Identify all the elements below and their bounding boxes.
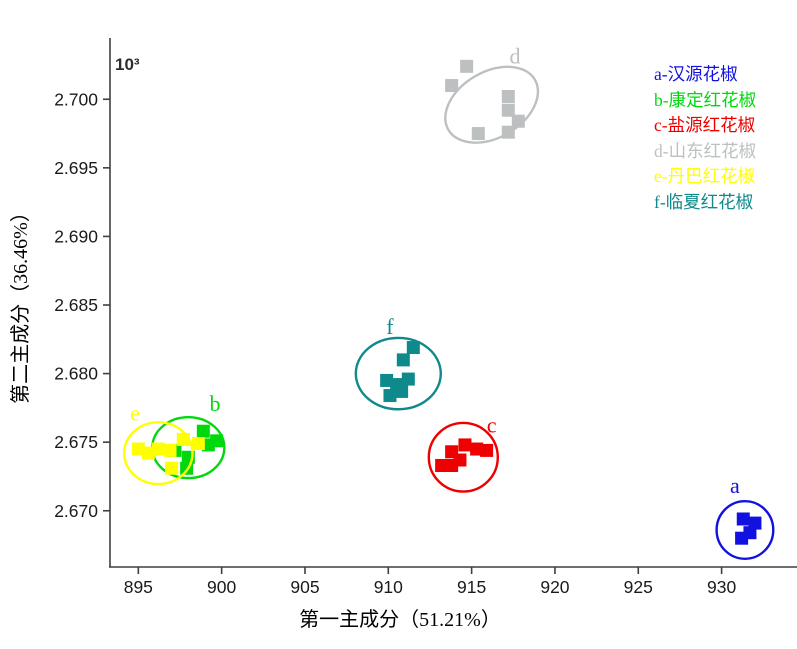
x-tick-label: 900: [207, 577, 236, 597]
cluster-label-e: e: [130, 400, 140, 425]
y-tick-label: 2.685: [54, 295, 98, 315]
cluster-c: c: [427, 413, 499, 493]
data-point-a: [736, 512, 750, 526]
y-tick-label: 2.680: [54, 364, 98, 384]
legend-item-d: d-山东红花椒: [654, 140, 757, 161]
data-point-d: [501, 125, 515, 139]
data-point-e: [165, 461, 179, 475]
data-point-e: [131, 442, 145, 456]
cluster-e: e: [122, 400, 205, 486]
x-tick-label: 925: [624, 577, 653, 597]
data-point-f: [380, 373, 394, 387]
data-point-b: [196, 424, 210, 438]
data-point-c: [458, 438, 472, 452]
legend-item-e: e-丹巴红花椒: [654, 166, 756, 186]
legend-item-a: a-汉源花椒: [654, 64, 738, 84]
cluster-label-b: b: [209, 391, 220, 416]
data-point-d: [471, 127, 485, 141]
y-axis-multiplier: 10³: [115, 55, 140, 74]
data-point-f: [401, 372, 415, 386]
cluster-f: f: [354, 314, 443, 411]
data-point-f: [395, 384, 409, 398]
cluster-d: d: [444, 44, 540, 144]
data-point-f: [383, 389, 397, 403]
data-point-d: [501, 103, 515, 117]
x-axis-title: 第一主成分（51.21%）: [299, 608, 501, 631]
legend-item-c: c-盐源红花椒: [654, 115, 756, 135]
cluster-label-d: d: [509, 44, 520, 69]
data-point-c: [470, 442, 484, 456]
cluster-label-c: c: [487, 413, 497, 438]
cluster-ellipse-f: [354, 336, 443, 411]
data-point-e: [191, 437, 205, 451]
cluster-a: a: [715, 473, 775, 560]
chart-legend: a-汉源花椒 b-康定红花椒 c-盐源红花椒 d-山东红花椒 e-丹巴红花椒 f-临夏红花…: [654, 62, 756, 215]
legend-item-f: f-临夏红花椒: [654, 191, 754, 212]
x-tick-label: 905: [290, 577, 319, 597]
data-point-d: [445, 79, 459, 93]
y-axis-title: 第二主成分（36.46%）: [9, 202, 32, 404]
data-point-d: [460, 59, 474, 73]
data-point-b: [201, 438, 215, 452]
data-point-e: [151, 442, 165, 456]
data-point-e: [141, 446, 155, 460]
data-point-a: [735, 531, 749, 545]
cluster-ellipse-d: [444, 65, 540, 144]
y-tick-label: 2.670: [54, 501, 98, 521]
x-tick-label: 910: [374, 577, 403, 597]
legend-item-b: b-康定红花椒: [654, 89, 757, 110]
data-point-e: [163, 443, 177, 457]
cluster-label-a: a: [730, 473, 740, 498]
y-tick-label: 2.690: [54, 226, 98, 246]
y-tick-label: 2.695: [54, 158, 98, 178]
cluster-ellipse-c: [427, 421, 499, 493]
data-point-f: [396, 353, 410, 367]
data-point-f: [406, 341, 420, 355]
cluster-ellipse-a: [715, 499, 775, 560]
data-point-c: [435, 458, 449, 472]
x-tick-label: 895: [124, 577, 153, 597]
x-tick-label: 930: [707, 577, 736, 597]
data-point-e: [176, 432, 190, 446]
y-tick-label: 2.675: [54, 432, 98, 452]
y-tick-label: 2.700: [54, 89, 98, 109]
data-point-c: [445, 458, 459, 472]
data-point-c: [480, 443, 494, 457]
data-point-d: [511, 114, 525, 128]
cluster-ellipse-e: [122, 421, 194, 486]
data-point-d: [501, 90, 515, 104]
cluster-label-f: f: [386, 314, 394, 339]
x-tick-label: 920: [540, 577, 569, 597]
x-tick-label: 915: [457, 577, 486, 597]
